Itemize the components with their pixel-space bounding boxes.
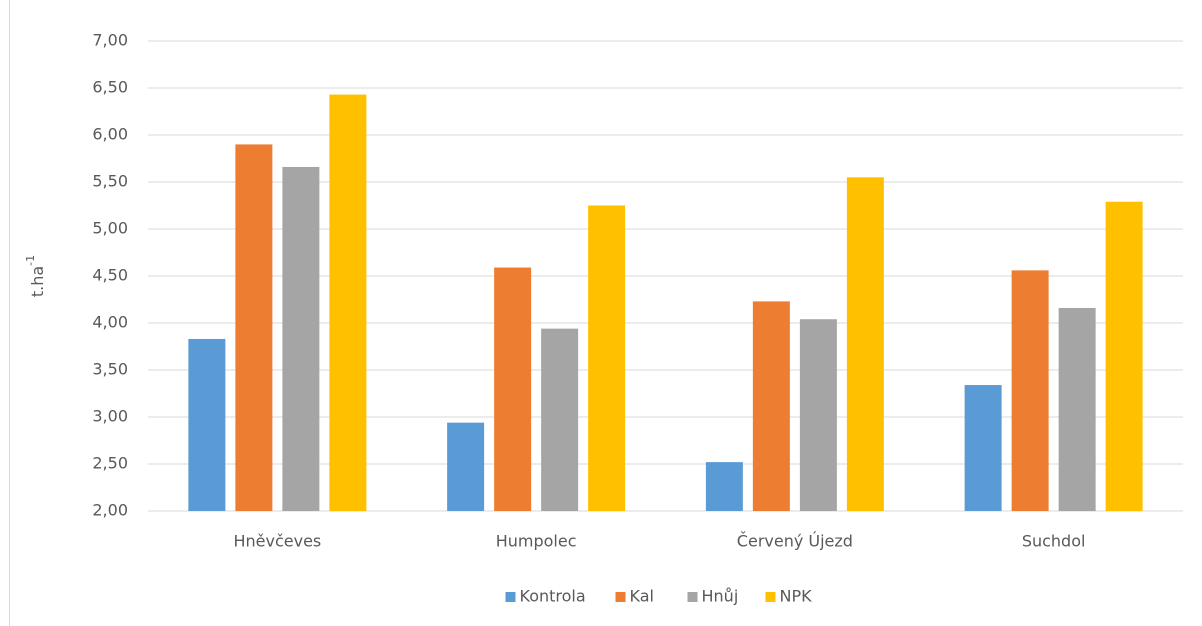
legend-swatch xyxy=(505,592,516,602)
y-axis-label: t.ha-1 xyxy=(24,255,47,297)
legend-label: Hnůj xyxy=(702,587,739,606)
legend-label: Kal xyxy=(630,587,654,606)
y-tick-label: 6,50 xyxy=(92,78,128,97)
bar xyxy=(329,94,367,511)
y-tick-label: 5,50 xyxy=(92,172,128,191)
y-tick-label: 6,00 xyxy=(92,125,128,144)
bar xyxy=(1105,201,1143,512)
bar xyxy=(705,462,743,511)
bar xyxy=(282,166,320,511)
bar xyxy=(1011,270,1049,511)
y-tick-label: 2,00 xyxy=(92,501,128,520)
legend-swatch xyxy=(615,592,626,602)
bar xyxy=(188,338,226,511)
bar xyxy=(1058,307,1096,511)
y-tick-label: 3,00 xyxy=(92,407,128,426)
legend-swatch xyxy=(765,592,776,602)
bar xyxy=(541,328,579,511)
x-tick-label: Hněvčeves xyxy=(233,532,321,551)
x-tick-label: Humpolec xyxy=(496,532,577,551)
y-tick-label: 7,00 xyxy=(92,31,128,50)
y-tick-label: 3,50 xyxy=(92,360,128,379)
x-tick-label: Suchdol xyxy=(1022,532,1086,551)
y-tick-label: 4,00 xyxy=(92,313,128,332)
bar xyxy=(964,385,1002,511)
bar xyxy=(235,144,273,511)
x-tick-label: Červený Újezd xyxy=(737,532,853,551)
y-tick-label: 5,00 xyxy=(92,219,128,238)
bar xyxy=(752,301,790,511)
bar xyxy=(447,422,485,511)
legend-swatch xyxy=(687,592,698,602)
y-tick-label: 4,50 xyxy=(92,266,128,285)
legend-label: Kontrola xyxy=(520,587,586,606)
legend-label: NPK xyxy=(780,587,813,606)
y-label-sup: -1 xyxy=(24,255,37,266)
bar xyxy=(588,205,626,511)
bar xyxy=(494,267,532,511)
y-label-base: t.ha xyxy=(28,266,47,297)
bar xyxy=(846,177,884,512)
y-tick-label: 2,50 xyxy=(92,454,128,473)
bar xyxy=(799,319,837,511)
